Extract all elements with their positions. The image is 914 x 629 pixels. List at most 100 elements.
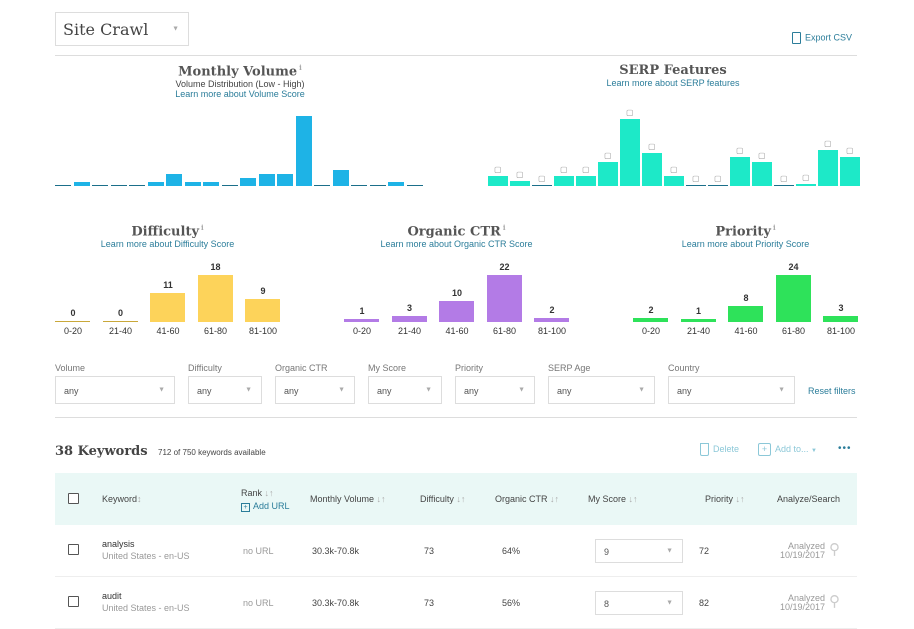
- filter-organic-ctr-select[interactable]: any ▼: [275, 376, 355, 404]
- col-difficulty[interactable]: Difficulty ↓↑: [420, 494, 465, 504]
- sort-icon: ↕: [137, 494, 142, 504]
- row-checkbox[interactable]: [68, 596, 79, 607]
- keyword-name[interactable]: analysis: [102, 539, 135, 549]
- col-my-score-label: My Score: [588, 494, 627, 504]
- filter-difficulty-select[interactable]: any ▼: [188, 376, 262, 404]
- add-url-button[interactable]: + Add URL: [241, 501, 290, 512]
- chart-bar: [203, 181, 219, 186]
- chevron-down-icon: ▼: [638, 386, 645, 394]
- sort-icon: ↓↑: [262, 488, 274, 498]
- analyzed-date: 10/19/2017: [779, 550, 825, 560]
- col-organic-ctr[interactable]: Organic CTR ↓↑: [495, 494, 559, 504]
- serp-features-chart: ▢ ▢ ▢ ▢ ▢ ▢ ▢ ▢ ▢ ▢ ▢ ▢ ▢ ▢ ▢ ▢ ▢: [488, 100, 860, 186]
- serp-icon-featured-snippet: ▢: [625, 108, 634, 117]
- serp-icon-comments: ▢: [801, 172, 810, 182]
- filter-value: any: [557, 386, 572, 396]
- serp-icon-knowledge-panel: ▢: [823, 139, 832, 149]
- data-label: 2: [648, 305, 654, 316]
- select-all-checkbox[interactable]: [68, 493, 79, 504]
- difficulty-score-link[interactable]: Learn more about Difficulty Score: [100, 239, 235, 250]
- search-icon[interactable]: ⚲: [829, 593, 840, 610]
- info-icon[interactable]: i: [201, 223, 204, 232]
- col-my-score[interactable]: My Score ↓↑: [588, 494, 638, 504]
- col-rank-label: Rank: [241, 488, 263, 498]
- serp-icon-carousel: ▢: [735, 146, 744, 156]
- delete-button[interactable]: Delete: [700, 443, 739, 456]
- my-score-select[interactable]: 8 ▼: [595, 591, 683, 615]
- priority-score-link[interactable]: Learn more about Priority Score: [681, 239, 810, 250]
- keyword-name[interactable]: audit: [102, 591, 122, 601]
- serp-icon-tools: ▢: [559, 165, 568, 175]
- chart-bar: [775, 275, 811, 322]
- reset-filters-link[interactable]: Reset filters: [808, 386, 856, 396]
- serp-icon-sitelinks: ▢: [493, 165, 502, 175]
- more-options-button[interactable]: •••: [838, 443, 852, 454]
- difficulty: 73: [424, 546, 435, 556]
- data-label: 22: [499, 262, 510, 272]
- tick-label: 81-100: [248, 326, 278, 336]
- add-to-button[interactable]: + Add to... ▼: [758, 443, 817, 456]
- col-analyze-search: Analyze/Search: [777, 494, 841, 504]
- col-monthly-volume[interactable]: Monthly Volume ↓↑: [310, 494, 386, 504]
- campaign-dropdown[interactable]: Site Crawl ▼: [55, 12, 189, 46]
- filter-label: Organic CTR: [275, 363, 328, 373]
- chart-bar: [532, 185, 552, 186]
- filter-value: any: [677, 386, 692, 396]
- row-checkbox[interactable]: [68, 544, 79, 555]
- filter-serp-age-select[interactable]: any ▼: [548, 376, 655, 404]
- chart-bar: [129, 185, 145, 186]
- col-volume-label: Monthly Volume: [310, 494, 375, 504]
- col-keyword[interactable]: Keyword↕: [102, 494, 142, 504]
- chart-bar: [439, 300, 474, 322]
- chart-bar: [488, 176, 508, 186]
- data-label: 3: [838, 303, 844, 314]
- filter-my-score-select[interactable]: any ▼: [368, 376, 442, 404]
- serp-features-link[interactable]: Learn more about SERP features: [606, 78, 740, 88]
- chart-bar: [633, 318, 668, 322]
- tick-label: 81-100: [537, 326, 567, 336]
- chevron-down-icon: ▼: [666, 599, 673, 607]
- analyzed-date: 10/19/2017: [779, 602, 825, 612]
- chart-bar: [221, 185, 238, 186]
- info-icon[interactable]: i: [772, 223, 776, 232]
- chart-bar: [554, 176, 574, 186]
- chart-bar: [406, 185, 423, 186]
- tick-label: 61-80: [492, 326, 517, 336]
- data-label: 9: [260, 285, 266, 296]
- search-icon[interactable]: ⚲: [829, 541, 840, 558]
- divider: [55, 417, 857, 418]
- chevron-down-icon: ▼: [245, 386, 252, 394]
- my-score-select[interactable]: 9 ▼: [595, 539, 683, 563]
- difficulty-header: Difficulty i Learn more about Difficulty …: [55, 223, 280, 249]
- chart-bar: [391, 315, 427, 322]
- info-icon[interactable]: i: [502, 223, 506, 232]
- chart-bar: [840, 157, 860, 186]
- col-priority[interactable]: Priority ↓↑: [705, 494, 745, 504]
- table-header: [55, 473, 857, 525]
- chart-bar: [620, 119, 640, 186]
- analyzed-label: Analyzed: [787, 593, 825, 603]
- chart-bar: [147, 181, 164, 186]
- info-icon[interactable]: i: [299, 63, 302, 72]
- filter-value: any: [64, 386, 79, 396]
- monthly-volume-subtitle: Volume Distribution (Low - High): [175, 79, 305, 90]
- filter-volume-select[interactable]: any ▼: [55, 376, 175, 404]
- chevron-down-icon: ▼: [518, 386, 525, 394]
- volume-score-link[interactable]: Learn more about Volume Score: [175, 89, 305, 100]
- filter-priority-select[interactable]: any ▼: [455, 376, 535, 404]
- serp-features-title: SERP Features: [619, 63, 727, 78]
- organic-ctr-link[interactable]: Learn more about Organic CTR Score: [380, 239, 533, 250]
- chart-bar: [197, 275, 233, 322]
- data-label: 2: [549, 304, 555, 315]
- export-csv-button[interactable]: Export CSV: [792, 32, 852, 44]
- chevron-down-icon: ▼: [811, 447, 817, 454]
- delete-label: Delete: [713, 443, 740, 454]
- tick-label: 41-60: [156, 326, 180, 336]
- filter-country-select[interactable]: any ▼: [668, 376, 795, 404]
- serp-features-header: SERP Features Learn more about SERP feat…: [488, 63, 858, 88]
- tick-label: 21-40: [108, 326, 133, 336]
- chart-bar: [184, 181, 201, 186]
- col-rank[interactable]: Rank ↓↑: [241, 488, 274, 498]
- organic-ctr-header: Organic CTR i Learn more about Organic CT…: [344, 223, 569, 249]
- chart-bar: [92, 185, 108, 186]
